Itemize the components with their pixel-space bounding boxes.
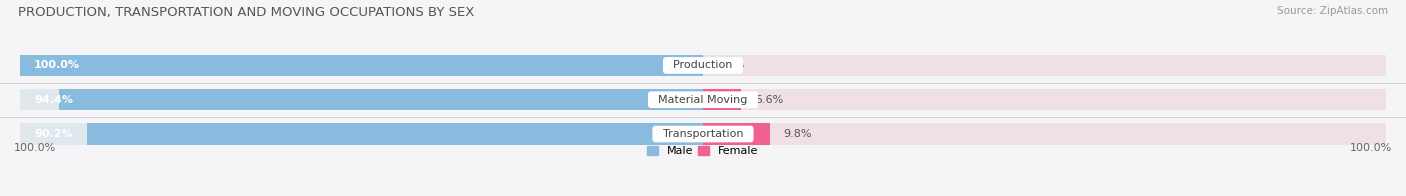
Text: PRODUCTION, TRANSPORTATION AND MOVING OCCUPATIONS BY SEX: PRODUCTION, TRANSPORTATION AND MOVING OC… [18,6,475,19]
Text: 0.0%: 0.0% [717,60,745,70]
Bar [703,89,1385,110]
Text: Production: Production [666,60,740,70]
Bar [21,123,703,145]
Bar [703,123,770,145]
Text: 9.8%: 9.8% [783,129,813,139]
Text: Transportation: Transportation [655,129,751,139]
Bar [21,55,703,76]
Text: 5.6%: 5.6% [755,95,783,105]
Text: 94.4%: 94.4% [34,95,73,105]
Text: 90.2%: 90.2% [34,129,73,139]
Text: 100.0%: 100.0% [14,143,56,153]
Bar [59,89,703,110]
Bar [703,123,1385,145]
Text: 100.0%: 100.0% [34,60,80,70]
Bar [21,89,703,110]
Bar [21,55,703,76]
Legend: Male, Female: Male, Female [647,146,759,156]
Text: Source: ZipAtlas.com: Source: ZipAtlas.com [1277,6,1388,16]
Text: Material Moving: Material Moving [651,95,755,105]
Bar [87,123,703,145]
Bar [703,55,1385,76]
Bar [703,89,741,110]
Text: 100.0%: 100.0% [1350,143,1392,153]
